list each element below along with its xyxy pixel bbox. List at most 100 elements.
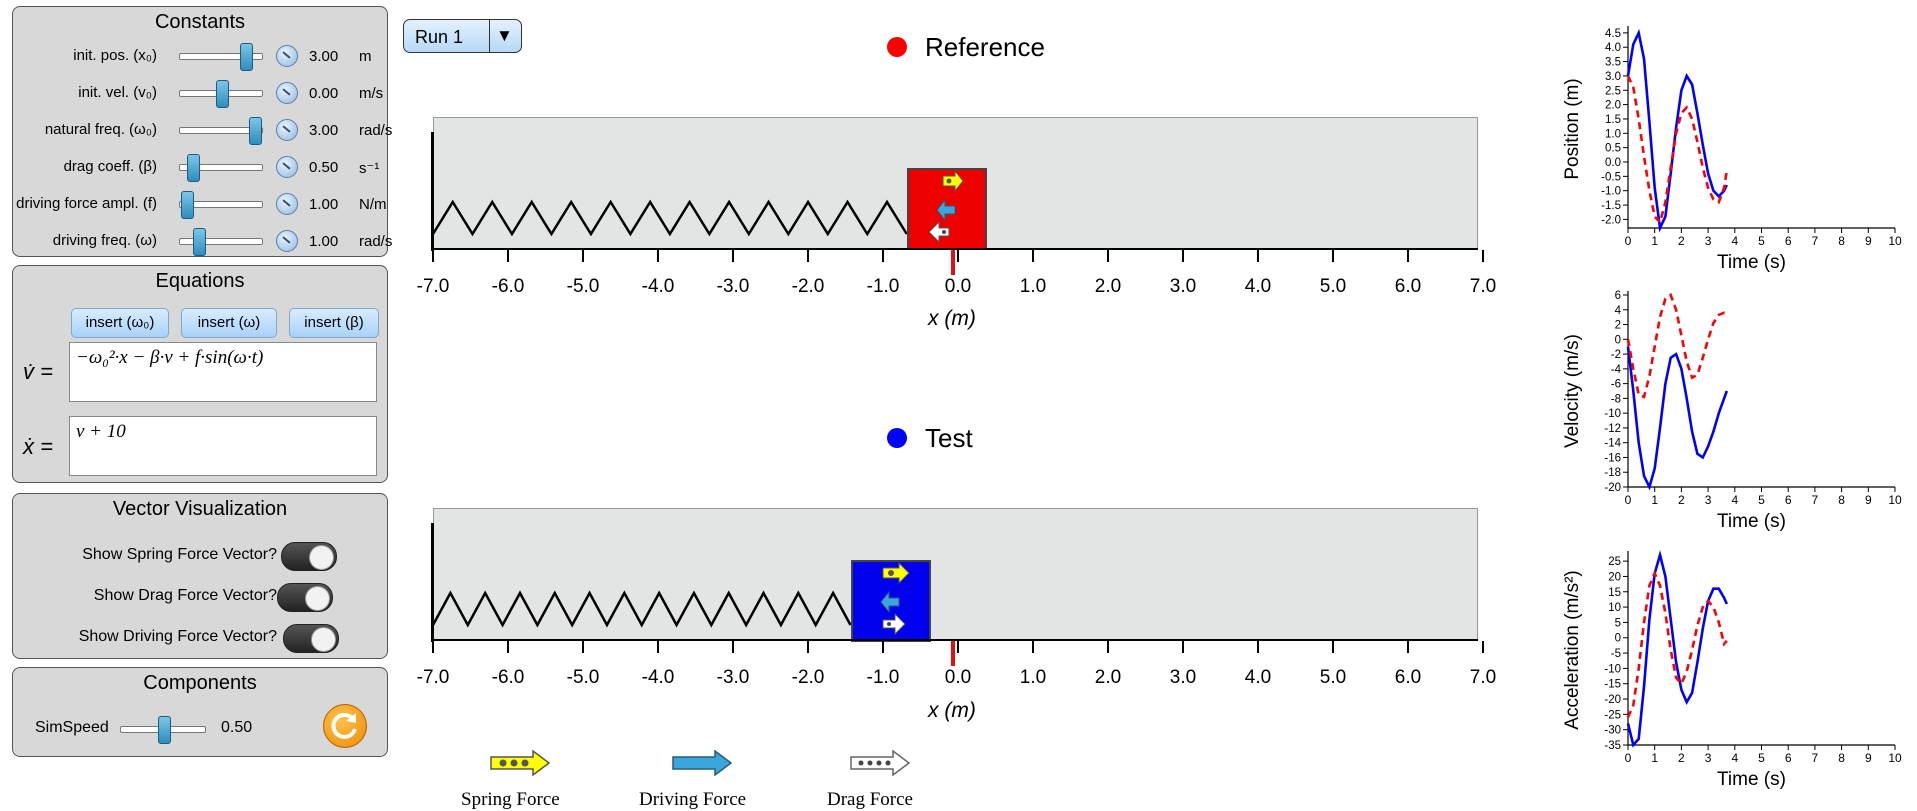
init-vel-value: 0.00 <box>309 85 339 102</box>
x-tick-label: 4 <box>1731 493 1738 507</box>
test-axis-tick-label: 3.0 <box>1169 667 1197 688</box>
driving-vector-toggle[interactable] <box>283 624 339 653</box>
equations-title: Equations <box>155 270 245 292</box>
x-tick-label: 10 <box>1888 234 1902 248</box>
driving-freq-slider-thumb[interactable] <box>192 228 206 256</box>
test-axis-label: x (m) <box>928 699 976 722</box>
reference-axis-tick-label: 5.0 <box>1319 276 1347 297</box>
test-mass-block[interactable] <box>850 560 931 642</box>
spring-coil <box>433 590 852 628</box>
constants-panel: Constants init. pos. (x₀) 3.00 m init. vel.… <box>12 6 392 257</box>
reference-axis-tick-label: 3.0 <box>1169 276 1197 297</box>
y-tick-label: -1.5 <box>1601 200 1621 212</box>
x-tick-label: 0 <box>1625 234 1632 248</box>
driving-freq-slider[interactable] <box>179 228 263 256</box>
reference-axis-tick <box>1482 250 1484 262</box>
drag-coeff-slider[interactable] <box>179 154 263 182</box>
init-pos-slider[interactable] <box>179 43 263 71</box>
spring-vector-toggle[interactable] <box>281 542 337 571</box>
vdot-equation-field[interactable]: −ω₀²·x − β·v + f·sin(ω·t) <box>69 342 377 402</box>
drag-vector-toggle[interactable] <box>277 583 333 612</box>
natural-freq-slider[interactable] <box>179 117 263 145</box>
test-axis-tick <box>882 641 884 653</box>
position-graph: 0 1 2 3 4 5 6 7 8 9 10 4.5 4.0 3.5 3.0 2.5 2.0 1.5 1.0 0.5 0… <box>1562 26 1902 273</box>
drag-coeff-value: 0.50 <box>309 159 339 176</box>
y-tick-label: 2.0 <box>1605 100 1621 112</box>
drag-force-legend-label: Drag Force <box>827 789 913 810</box>
init-vel-dial-icon[interactable] <box>276 82 298 104</box>
reference-axis-tick <box>1032 250 1034 262</box>
reference-axis-tick-label: -3.0 <box>716 276 750 297</box>
natural-freq-dial-icon[interactable] <box>276 119 298 141</box>
y-tick-label: -18 <box>1604 467 1621 479</box>
insert-omega0-button[interactable]: insert (ω₀) <box>71 308 169 338</box>
x-tick-label: 7 <box>1812 493 1819 507</box>
insert-omega-button[interactable]: insert (ω) <box>181 308 277 338</box>
components-panel: Components SimSpeed 0.50 <box>12 667 388 757</box>
driving-force-ampl-unit: N/m <box>359 196 387 213</box>
chevron-down-icon[interactable]: ▼ <box>496 26 513 45</box>
x-tick-label: 8 <box>1838 493 1845 507</box>
natural-freq-label: natural freq. (ω₀) <box>44 121 157 138</box>
init-pos-row: init. pos. (x₀) 3.00 m <box>13 41 389 71</box>
test-axis-tick <box>807 641 809 653</box>
driving-force-ampl-dial-icon[interactable] <box>276 193 298 215</box>
test-title: Test <box>925 423 973 453</box>
driving-freq-unit: rad/s <box>359 233 393 250</box>
y-tick-label: -35 <box>1604 740 1621 752</box>
y-tick-label: -2.0 <box>1601 214 1621 226</box>
xdot-label: ẋ = <box>23 434 53 459</box>
drag-coeff-dial-icon[interactable] <box>276 156 298 178</box>
drag-coeff-row: drag coeff. (β) 0.50 s⁻¹ <box>13 152 389 182</box>
spring-force-vector <box>942 170 964 193</box>
reference-mass-block[interactable] <box>906 168 987 250</box>
x-tick-label: 9 <box>1865 751 1872 765</box>
driving-force-ampl-slider[interactable] <box>179 191 263 219</box>
test-axis-tick-label: -2.0 <box>791 667 825 688</box>
driving-force-ampl-label: driving force ampl. (f) <box>16 195 157 212</box>
init-pos-label: init. pos. (x₀) <box>73 47 157 64</box>
drag-coeff-slider-thumb[interactable] <box>187 154 201 182</box>
reference-axis-tick <box>657 250 659 262</box>
run-select[interactable]: Run 1 ▼ <box>403 19 522 53</box>
reference-axis-tick <box>957 250 959 262</box>
reference-wall <box>431 132 434 251</box>
reference-axis-tick <box>1257 250 1259 262</box>
natural-freq-value: 3.00 <box>309 122 339 139</box>
simspeed-slider-thumb[interactable] <box>157 716 171 744</box>
test-axis-tick <box>582 641 584 653</box>
x-tick-label: 6 <box>1785 234 1792 248</box>
y-tick-label: -4 <box>1611 364 1622 376</box>
y-tick-label: 0.5 <box>1605 143 1621 155</box>
series-line-test <box>1626 28 1728 233</box>
reset-button[interactable] <box>323 704 367 748</box>
x-tick-label: 2 <box>1678 751 1685 765</box>
init-vel-slider[interactable] <box>179 80 263 108</box>
test-axis <box>433 639 1478 641</box>
driving-vector-label: Show Driving Force Vector? <box>78 628 277 645</box>
test-axis-tick <box>1182 641 1184 653</box>
init-pos-dial-icon[interactable] <box>276 45 298 67</box>
simspeed-slider[interactable] <box>120 716 206 744</box>
x-tick-label: 6 <box>1785 751 1792 765</box>
xdot-equation-field[interactable]: v + 10 <box>69 416 377 476</box>
driving-force-ampl-slider-thumb[interactable] <box>181 191 195 219</box>
driving-freq-dial-icon[interactable] <box>276 230 298 252</box>
x-axis-label: Time (s) <box>1717 769 1786 790</box>
test-axis-tick <box>1032 641 1034 653</box>
init-vel-slider-thumb[interactable] <box>215 80 229 108</box>
acceleration-graph: 0 1 2 3 4 5 6 7 8 9 10 25 20 15 10 5 0 -5 -10 -15 -20 -25 -30 -… <box>1562 550 1902 790</box>
insert-beta-button[interactable]: insert (β) <box>289 308 379 338</box>
reference-axis-tick-label: -2.0 <box>791 276 825 297</box>
driving-force-ampl-value: 1.00 <box>309 196 339 213</box>
y-tick-label: -1.0 <box>1601 186 1621 198</box>
spring-force-legend-label: Spring Force <box>461 789 560 810</box>
test-zero-marker <box>951 641 955 666</box>
spring-coil <box>433 199 908 237</box>
reference-axis-tick <box>582 250 584 262</box>
driving-freq-value: 1.00 <box>309 233 339 250</box>
x-tick-label: 7 <box>1812 751 1819 765</box>
natural-freq-slider-thumb[interactable] <box>248 117 262 145</box>
init-pos-slider-thumb[interactable] <box>240 43 254 71</box>
test-axis-tick <box>1407 641 1409 653</box>
